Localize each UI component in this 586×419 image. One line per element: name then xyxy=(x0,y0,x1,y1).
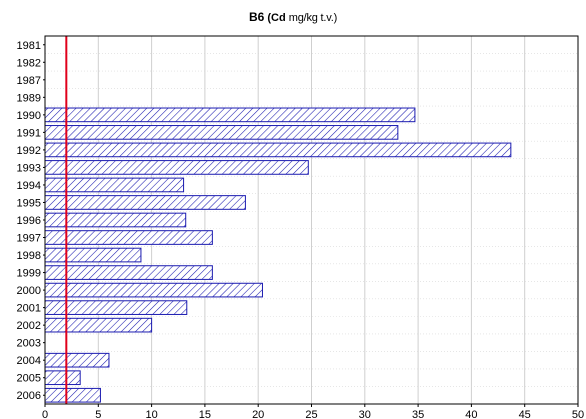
chart-title: B6 (Cd mg/kg t.v.) xyxy=(0,10,586,24)
bar-1992 xyxy=(44,142,512,158)
bar-2004 xyxy=(44,352,110,368)
y-tick-label: 1981 xyxy=(17,40,41,52)
y-tick-label: 1993 xyxy=(17,162,41,174)
x-tick-label: 15 xyxy=(199,409,211,419)
bar-2002 xyxy=(44,317,153,333)
y-tick-label: 2005 xyxy=(17,373,41,385)
y-tick-label: 1987 xyxy=(17,75,41,87)
x-tick-label: 5 xyxy=(95,409,101,419)
y-tick-label: 2006 xyxy=(17,390,41,402)
chart-title-main: B6 xyxy=(248,10,265,24)
y-tick-label: 1992 xyxy=(17,145,41,157)
bar-1995 xyxy=(44,195,246,210)
y-tick-label: 2001 xyxy=(17,303,41,315)
x-tick-labels: 0 5 10 15 20 25 30 35 40 45 50 xyxy=(42,404,584,419)
bar-2000 xyxy=(44,282,263,298)
x-tick-label: 50 xyxy=(572,409,584,419)
y-tick-label: 2003 xyxy=(17,338,41,350)
y-tick-label: 1994 xyxy=(17,180,41,192)
x-tick-label: 35 xyxy=(412,409,424,419)
bar-1990 xyxy=(44,107,416,123)
y-tick-label: 1997 xyxy=(17,233,41,245)
bar-2006 xyxy=(44,387,101,403)
x-tick-label: 30 xyxy=(359,409,371,419)
x-tick-label: 25 xyxy=(305,409,317,419)
y-tick-label: 1989 xyxy=(17,92,41,104)
chart-title-unit: mg/kg t.v.) xyxy=(288,12,338,24)
x-tick-label: 10 xyxy=(145,409,157,419)
y-tick-label: 1982 xyxy=(17,57,41,69)
bar-1999 xyxy=(44,265,213,280)
bar-2005 xyxy=(44,370,81,386)
y-tick-label: 1995 xyxy=(17,197,41,209)
x-tick-label: 0 xyxy=(42,409,48,419)
grid-lines xyxy=(45,36,578,404)
bar-1998 xyxy=(44,247,142,263)
y-tick-labels: 1981 1982 1987 1989 1990 1991 1992 1993 1994 1995… xyxy=(17,40,45,402)
y-tick-label: 2000 xyxy=(17,285,41,297)
x-tick-label: 20 xyxy=(252,409,264,419)
y-tick-label: 1991 xyxy=(17,127,41,139)
x-tick-label: 40 xyxy=(465,409,477,419)
y-tick-label: 2004 xyxy=(17,355,41,367)
y-tick-label: 2002 xyxy=(17,320,41,332)
chart-title-unit-bold: (Cd xyxy=(267,12,286,24)
x-tick-label: 45 xyxy=(519,409,531,419)
y-tick-label: 1990 xyxy=(17,110,41,122)
bar-1993 xyxy=(44,160,309,175)
bars xyxy=(44,107,512,403)
y-tick-label: 1999 xyxy=(17,268,41,280)
y-tick-label: 1996 xyxy=(17,215,41,227)
bar-1991 xyxy=(44,125,399,140)
bar-1997 xyxy=(44,230,213,245)
y-tick-label: 1998 xyxy=(17,250,41,262)
